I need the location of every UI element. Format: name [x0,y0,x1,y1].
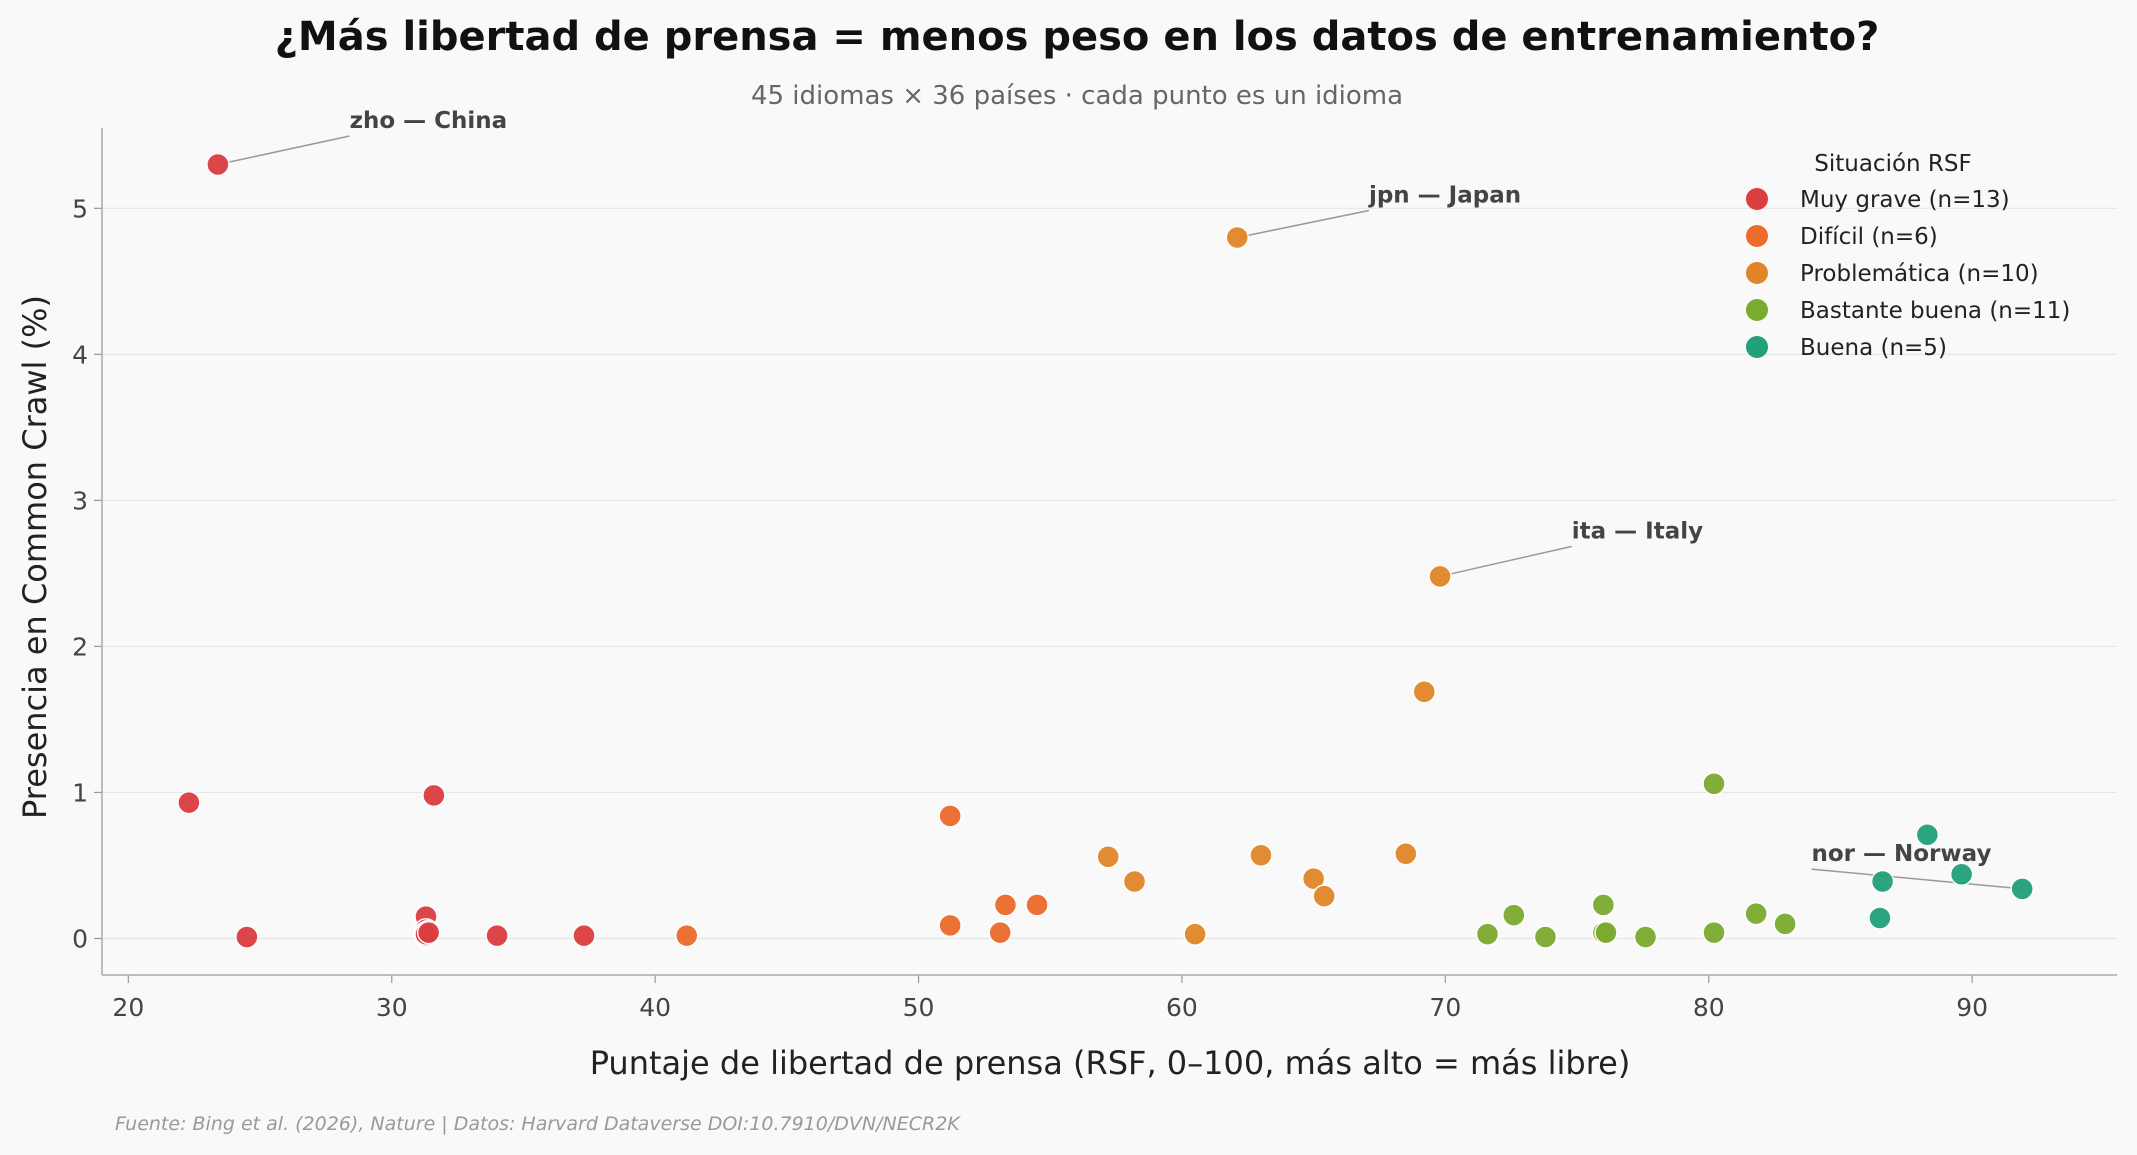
legend-marker [1746,225,1768,247]
legend-title: Situación RSF [1814,151,1972,177]
data-point [938,913,962,938]
legend-entry-label: Buena (n=5) [1800,335,1947,361]
data-point [1428,564,1452,589]
legend-marker [1746,188,1768,210]
data-point [1183,922,1207,946]
legend-marker [1746,336,1768,358]
chart-subtitle: 45 idiomas × 36 países · cada punto es u… [751,81,1403,111]
data-point [1773,912,1797,936]
data-point [1949,862,1974,886]
x-tick-label: 50 [903,993,935,1022]
axes: 0 1 2 3 4 5 20 30 40 50 60 70 80 90 [72,128,2117,1022]
data-point [1225,225,1249,250]
data-point [1122,869,1147,894]
legend-entry-label: Problemática (n=10) [1800,261,2039,287]
x-tick-label: 20 [112,993,144,1022]
y-tick-label: 4 [72,340,88,369]
x-tick-label: 90 [1956,993,1988,1022]
legend-marker [1746,262,1768,284]
data-point [674,923,699,948]
chart-title: ¿Más libertad de prensa = menos peso en … [275,14,1880,60]
data-point [2010,877,2034,901]
y-tick-label: 1 [72,778,88,807]
legend-entry-label: Bastante buena (n=11) [1800,298,2070,324]
data-point [422,783,446,808]
data-point [1591,893,1616,917]
data-point [1301,866,1326,891]
data-point [485,923,509,948]
data-point [1412,679,1437,704]
annotation-label: zho — China [350,108,508,134]
data-point [1633,925,1658,949]
data-point [1502,903,1526,927]
data-point [1312,884,1336,908]
data-point [1533,925,1558,949]
data-point [988,920,1012,945]
annotation-label: ita — Italy [1572,518,1703,544]
data-point [1594,920,1618,945]
legend-marker [1746,299,1768,321]
data-points [177,152,2034,949]
legend-entry-label: Muy grave (n=13) [1800,187,2010,213]
data-point [938,804,962,828]
x-tick-label: 70 [1429,993,1461,1022]
annotation-leader [1237,209,1370,239]
y-tick-label: 3 [72,486,88,515]
annotation-leader [217,135,350,166]
data-point [1249,843,1273,868]
x-axis-label: Puntaje de libertad de prensa (RSF, 0–10… [590,1044,1631,1082]
data-point [235,925,259,949]
legend-entry-label: Difícil (n=6) [1800,224,1938,250]
data-point [1915,823,1940,847]
x-tick-label: 60 [1166,993,1198,1022]
data-point [1096,844,1120,869]
y-tick-label: 5 [72,194,88,223]
data-point [416,920,441,945]
data-point [206,152,230,177]
data-point [1744,901,1768,926]
data-point [1702,920,1726,945]
data-point [1394,842,1418,866]
data-point [1475,922,1500,946]
x-tick-label: 80 [1693,993,1725,1022]
data-point [572,923,596,948]
annotation-label: jpn — Japan [1368,182,1521,208]
data-point [993,893,1018,917]
x-tick-label: 30 [376,993,408,1022]
y-axis-label: Presencia en Common Crawl (%) [16,295,54,819]
annotation-leader [1811,868,2023,890]
data-point [1702,771,1726,796]
x-tick-label: 40 [639,993,671,1022]
data-point [1025,893,1049,917]
data-point [1868,906,1892,930]
data-point [1870,869,1895,894]
source-note: Fuente: Bing et al. (2026), Nature | Dat… [115,1113,961,1135]
y-tick-label: 2 [72,632,88,661]
legend: Situación RSF Muy grave (n=13) Difícil (n… [1746,151,2070,361]
annotation-leader [1439,545,1572,578]
data-point [177,790,201,815]
y-tick-label: 0 [72,924,88,953]
